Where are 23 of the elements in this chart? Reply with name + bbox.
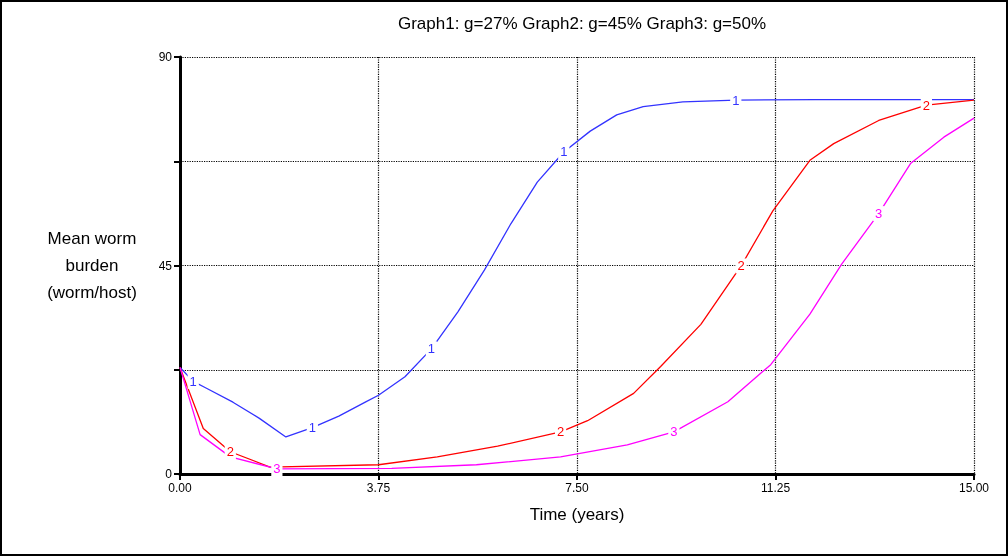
chart-title: Graph1: g=27% Graph2: g=45% Graph3: g=50% bbox=[397, 14, 767, 33]
y-axis-title: Mean worm burden (worm/host) bbox=[47, 229, 137, 302]
text: 2 bbox=[737, 258, 745, 274]
text: 1 bbox=[427, 341, 436, 357]
series-label: 1 bbox=[189, 373, 197, 389]
series-label: 2 bbox=[226, 444, 234, 460]
text: 2 bbox=[922, 97, 930, 113]
x-tick-label: 0.00 bbox=[168, 481, 192, 495]
x-tick-label: 15.00 bbox=[958, 481, 990, 495]
x-axis-title: Time (years) bbox=[529, 505, 625, 524]
y-tick-label: 0 bbox=[165, 467, 173, 481]
text: 3 bbox=[670, 424, 678, 440]
x-tick-label: 3.75 bbox=[366, 481, 391, 495]
y-tick-label: 45 bbox=[158, 258, 173, 273]
x-tick-label: 7.50 bbox=[565, 481, 589, 495]
text: 3 bbox=[875, 206, 883, 222]
text: 1 bbox=[308, 420, 316, 436]
text: 1 bbox=[560, 144, 568, 160]
text: 2 bbox=[556, 424, 565, 440]
text: 1 bbox=[732, 92, 740, 108]
series-label: 3 bbox=[273, 461, 281, 477]
x-tick-label: 11.25 bbox=[760, 481, 791, 495]
y-tick-label: 90 bbox=[158, 50, 173, 64]
